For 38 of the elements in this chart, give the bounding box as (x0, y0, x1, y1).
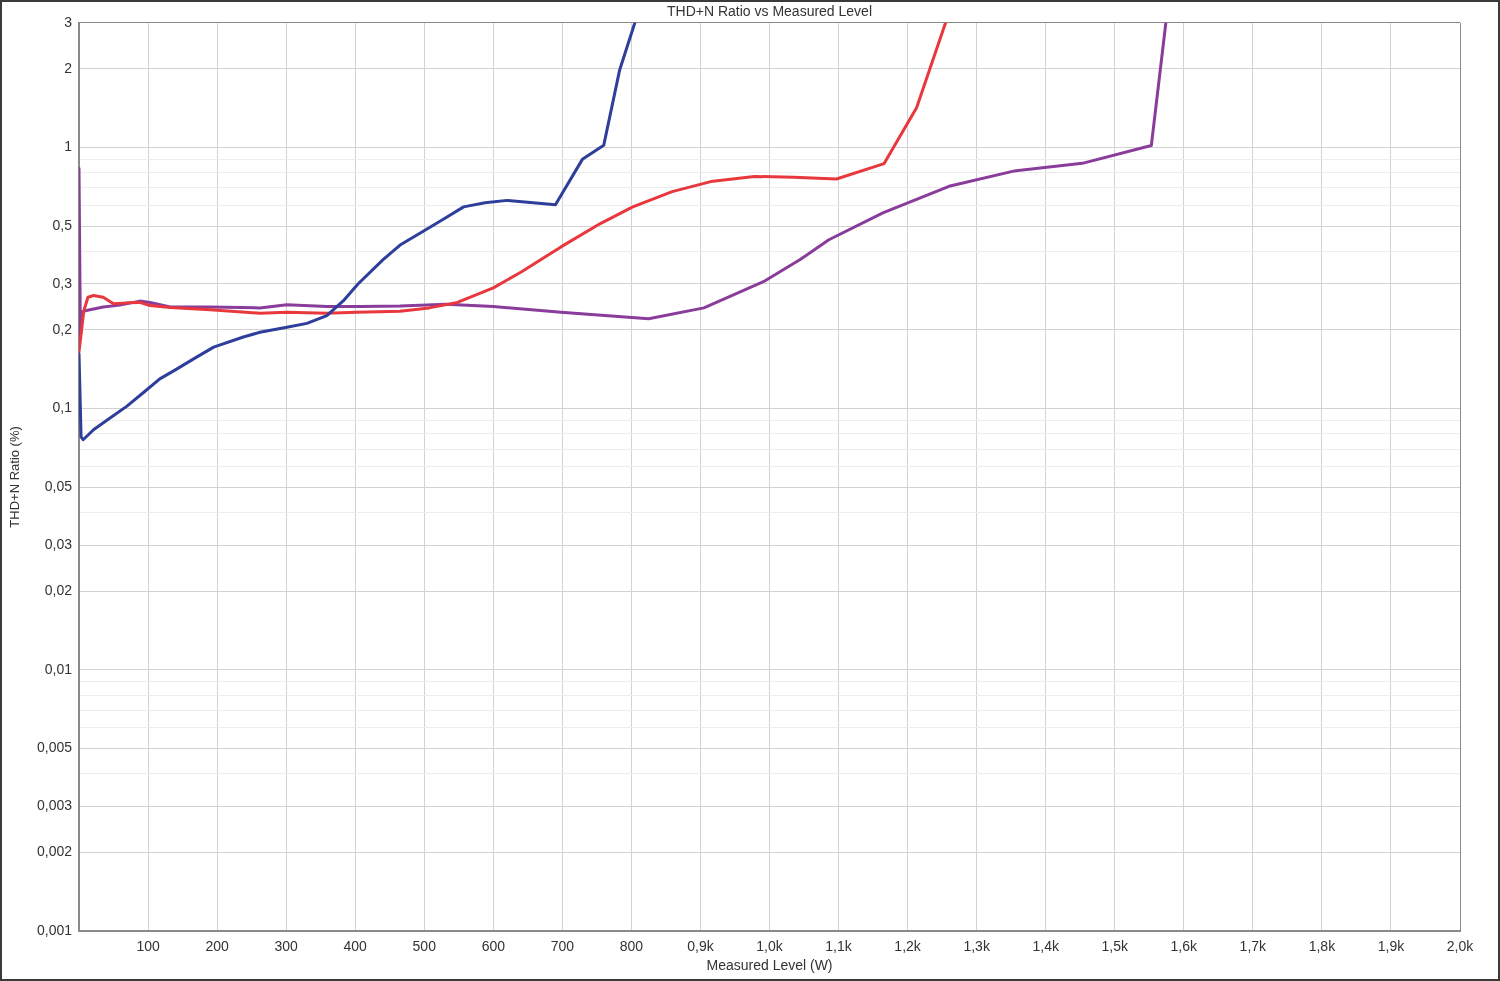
y-tick-label: 0,002 (36, 843, 73, 860)
x-tick-label: 1,2k (894, 938, 922, 955)
x-tick-label: 1,1k (825, 938, 853, 955)
y-tick-label: 0,3 (52, 274, 73, 291)
x-tick-label: 400 (343, 938, 368, 955)
x-tick-label: 1,3k (963, 938, 991, 955)
x-tick-label: 0,9k (687, 938, 715, 955)
x-tick-label: 1,6k (1170, 938, 1199, 955)
y-tick-label: 3 (64, 13, 73, 30)
x-tick-label: 1,4k (1032, 938, 1060, 955)
x-tick-label: 1,0k (756, 938, 784, 955)
y-tick-label: 0,001 (36, 921, 73, 938)
x-tick-label: 2,0k (1446, 938, 1475, 955)
x-tick-label: 200 (205, 938, 229, 955)
y-tick-label: 0,03 (44, 536, 73, 553)
y-tick-label: 0,2 (52, 320, 73, 337)
x-tick-label: 800 (619, 938, 644, 955)
x-tick-label: 300 (274, 938, 299, 955)
y-tick-label: 0,5 (52, 216, 73, 233)
y-axis-title: THD+N Ratio (%) (7, 426, 23, 528)
x-tick-label: 1,9k (1377, 938, 1406, 955)
x-tick-label: 1,7k (1239, 938, 1268, 955)
y-tick-label: 0,005 (36, 739, 73, 756)
x-tick-label: 100 (136, 938, 160, 955)
y-tick-label: 0,003 (36, 797, 73, 814)
y-tick-label: 0,1 (52, 399, 73, 416)
x-axis-title: Measured Level (W) (706, 957, 833, 974)
chart-title: THD+N Ratio vs Measured Level (666, 3, 873, 20)
x-tick-label: 1,5k (1101, 938, 1129, 955)
y-tick-label: 2 (64, 59, 73, 76)
x-tick-label: 600 (481, 938, 506, 955)
y-tick-label: 0,05 (44, 478, 73, 495)
y-tick-label: 1 (64, 138, 73, 155)
y-tick-label: 0,02 (44, 582, 73, 599)
x-tick-label: 700 (550, 938, 575, 955)
y-tick-label: 0,01 (44, 660, 73, 677)
x-tick-label: 500 (412, 938, 437, 955)
x-tick-label: 1,8k (1308, 938, 1337, 955)
